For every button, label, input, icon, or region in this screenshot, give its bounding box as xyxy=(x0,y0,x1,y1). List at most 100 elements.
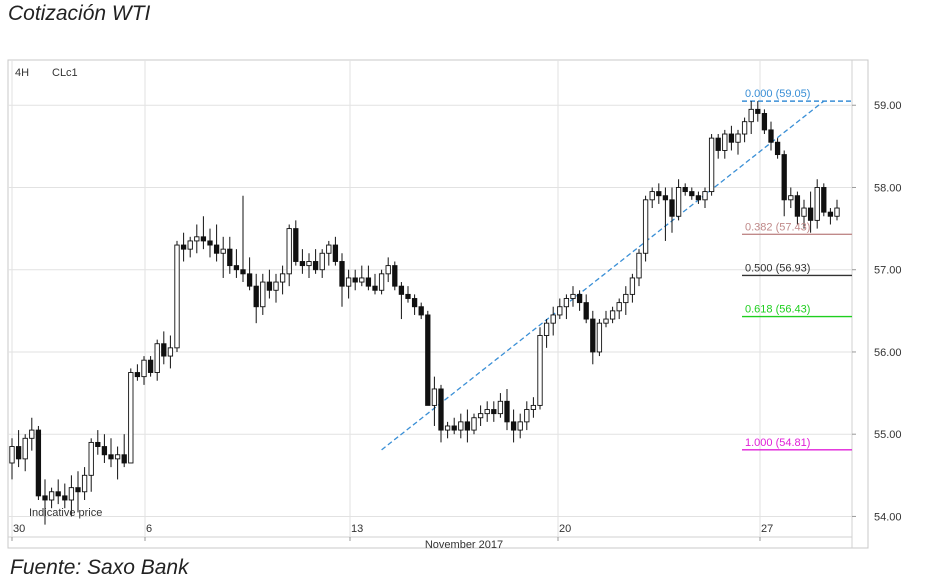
candle-body-up xyxy=(174,244,180,349)
candle-body-up xyxy=(801,207,807,217)
candle-body-down xyxy=(583,302,589,320)
candles xyxy=(9,101,840,525)
candle-body-up xyxy=(385,265,391,275)
candle-body-up xyxy=(326,244,332,254)
candle-body-down xyxy=(438,388,444,431)
candle-body-down xyxy=(807,207,814,221)
candle-body-down xyxy=(213,244,220,254)
fibonacci-labels: 0.000 (59.05) 0.382 (57.43) 0.500 (56.93) 0… xyxy=(745,88,810,449)
candle-body-up xyxy=(484,409,490,415)
candle-body-down xyxy=(240,269,246,275)
candle-body-down xyxy=(794,195,801,217)
candle-body-up xyxy=(675,187,682,217)
candle-body-down xyxy=(161,343,167,357)
candle-body-up xyxy=(702,191,708,201)
candle-body-up xyxy=(431,388,438,406)
candle-body-down xyxy=(755,108,761,114)
candle-body-up xyxy=(557,306,563,316)
candle-body-up xyxy=(81,474,88,493)
candle-body-up xyxy=(458,421,464,431)
candle-body-up xyxy=(563,298,570,308)
candle-body-up xyxy=(629,277,636,295)
candle-body-down xyxy=(590,318,596,353)
candle-body-up xyxy=(735,133,741,143)
candle-body-down xyxy=(781,154,787,201)
candle-body-up xyxy=(378,273,385,291)
candle-body-up xyxy=(477,413,484,419)
candle-body-down xyxy=(491,409,497,415)
candle-body-down xyxy=(510,421,517,431)
candle-body-up xyxy=(649,191,655,201)
candle-body-down xyxy=(689,191,695,197)
candle-body-down xyxy=(576,293,583,304)
time-axis: 30 6 13 20 27 xyxy=(11,523,773,541)
candle-body-up xyxy=(636,252,642,279)
candle-body-down xyxy=(75,487,81,493)
candle-body-down xyxy=(464,421,471,431)
candle-body-down xyxy=(425,314,431,406)
candle-body-up xyxy=(273,281,279,291)
candle-body-down xyxy=(62,495,68,501)
candle-body-up xyxy=(114,454,121,460)
candle-body-down xyxy=(15,446,22,460)
candle-body-up xyxy=(306,261,312,267)
candle-body-down xyxy=(728,133,735,143)
candle-body-down xyxy=(451,425,457,431)
candle-body-down xyxy=(827,211,834,217)
candle-body-up xyxy=(220,248,226,254)
candle-body-up xyxy=(530,404,537,410)
candle-body-down xyxy=(372,285,378,291)
candle-body-down xyxy=(504,400,510,423)
candle-body-down xyxy=(253,285,259,308)
candle-body-up xyxy=(29,429,35,439)
candle-body-up xyxy=(444,425,451,431)
candle-body-up xyxy=(748,108,754,123)
fib-level-label: 0.500 (56.93) xyxy=(745,262,810,274)
candle-body-down xyxy=(55,491,61,497)
candle-body-down xyxy=(774,141,781,156)
candle-body-up xyxy=(596,322,603,353)
fib-level-label: 0.000 (59.05) xyxy=(745,88,810,100)
candle-body-down xyxy=(200,236,207,242)
candle-body-down xyxy=(246,273,253,287)
candle-body-up xyxy=(616,302,622,312)
candle-body-down xyxy=(293,228,299,262)
candle-body-down xyxy=(768,129,774,143)
candle-body-down xyxy=(227,248,233,267)
candle-body-down xyxy=(411,298,418,308)
fib-level-label: 0.382 (57.43) xyxy=(745,221,810,233)
candle-body-down xyxy=(669,199,675,217)
candle-body-down xyxy=(233,265,240,271)
candle-body-down xyxy=(101,446,108,456)
y-tick-label: 54.00 xyxy=(874,511,902,523)
candle-body-up xyxy=(524,409,530,423)
fib-trend-line xyxy=(381,100,825,451)
candle-body-up xyxy=(68,487,75,501)
price-axis: 54.00 55.00 56.00 57.00 58.00 59.00 xyxy=(852,100,902,523)
candle-body-down xyxy=(332,244,339,262)
candle-body-down xyxy=(42,495,48,501)
candle-body-up xyxy=(642,199,649,254)
candle-body-up xyxy=(319,252,325,271)
fibonacci-lines xyxy=(742,100,852,451)
candle-body-down xyxy=(821,187,827,213)
x-tick-label: 30 xyxy=(13,523,25,535)
candle-body-up xyxy=(359,277,365,283)
grid xyxy=(8,60,852,537)
y-tick-label: 55.00 xyxy=(874,429,902,441)
fib-level-label: 1.000 (54.81) xyxy=(745,437,810,449)
candle-body-down xyxy=(715,137,721,151)
candle-body-up xyxy=(603,318,609,324)
source-caption: Fuente: Saxo Bank xyxy=(10,556,189,579)
candle-body-down xyxy=(180,244,187,250)
candle-body-down xyxy=(339,261,345,287)
y-tick-label: 56.00 xyxy=(874,347,902,359)
candle-body-up xyxy=(48,491,55,501)
candle-body-down xyxy=(405,293,411,299)
candle-body-down xyxy=(147,359,154,373)
x-tick-label: 6 xyxy=(146,523,152,535)
x-axis-label: November 2017 xyxy=(425,539,503,551)
candle-body-down xyxy=(207,240,213,246)
candle-body-up xyxy=(260,281,266,308)
